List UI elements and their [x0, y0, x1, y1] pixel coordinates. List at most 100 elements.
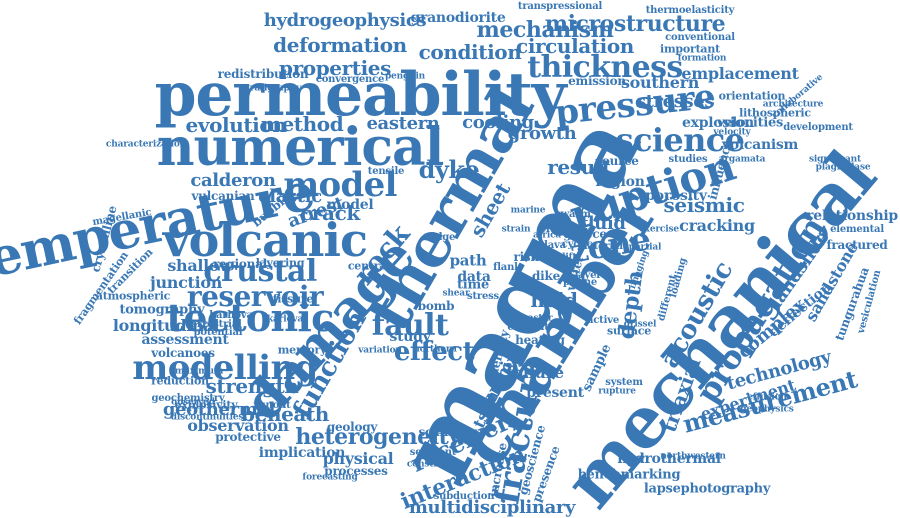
word-subduction: subduction — [433, 491, 495, 502]
word-vulcanian: vulcanian — [191, 189, 255, 203]
word-region: region — [595, 174, 645, 190]
word-tomography: tomography — [119, 302, 205, 318]
word-present: present — [526, 385, 584, 401]
word-circulation: circulation — [516, 34, 634, 58]
word-relationship: relationship — [806, 208, 898, 224]
word-evolution: evolution — [185, 113, 287, 137]
word-eastern: eastern — [366, 113, 440, 134]
word-mechanism: mechanism — [476, 17, 614, 43]
word-partial: partial — [628, 242, 662, 253]
word-shallow: shallow — [167, 256, 233, 275]
word-reduction: reduction — [151, 374, 209, 388]
word-transpressional: transpressional — [517, 1, 603, 12]
word-science: science — [615, 121, 745, 159]
word-active: active — [587, 315, 619, 326]
word-system: system — [605, 377, 643, 388]
word-source: source — [595, 154, 639, 168]
word-permeability: permeability — [154, 60, 567, 130]
word-cracking: cracking — [679, 216, 755, 235]
word-numerical: numerical — [156, 117, 445, 178]
word-reservoir: reservoir — [186, 280, 324, 313]
word-characterization: characterization — [105, 139, 187, 150]
word-stress: stress — [467, 291, 499, 302]
word-time: time — [457, 277, 489, 293]
word-fissure: fissure — [272, 292, 314, 306]
word-junction: junction — [149, 273, 223, 292]
word-penguin: penguin — [384, 71, 426, 82]
word-effusion: effusion — [747, 392, 787, 403]
word-redistribution: redistribution — [217, 67, 309, 81]
word-properties: properties — [279, 56, 391, 80]
word-multidisciplinary: multidisciplinary — [408, 497, 576, 518]
word-granodiorite: granodiorite — [410, 10, 506, 26]
word-longitudinal: longitudinal — [112, 316, 220, 335]
word-hydrogeophysics: hydrogeophysics — [263, 10, 427, 31]
word-data: data — [457, 269, 491, 285]
word-crack: crack — [300, 201, 360, 225]
word-karhova: karhova — [209, 310, 253, 321]
word-southern: southern — [620, 73, 700, 92]
word-seismic: seismic — [663, 193, 745, 217]
word-shear: shear — [442, 288, 470, 299]
word-grissel: grissel — [623, 319, 657, 330]
word-cooling: cooling — [462, 112, 534, 133]
word-risk: risk — [513, 250, 539, 264]
word-terrestrial: terrestrial — [186, 319, 242, 330]
word-explosion: explosion — [682, 115, 754, 131]
word-lapsephotography: lapsephotography — [643, 481, 771, 497]
word-strength: strength — [205, 374, 299, 398]
word-path: path — [449, 251, 487, 270]
word-failure: failure — [506, 363, 564, 382]
word-method: method — [260, 112, 344, 136]
word-tensile: tensile — [367, 166, 405, 177]
word-microstructure: microstructure — [544, 11, 726, 37]
word-layering: layering — [255, 256, 305, 270]
word-disaster: disaster — [513, 313, 553, 324]
word-surface: surface — [606, 324, 652, 338]
word-lithospheric: lithospheric — [739, 106, 811, 120]
word-implication: implication — [258, 445, 346, 461]
word-effect: effect — [393, 337, 475, 367]
word-sill: sill — [520, 280, 536, 291]
word-geology: geology — [326, 420, 378, 434]
word-heterogeneity: heterogeneity — [295, 424, 461, 450]
word-volcanic: volcanic — [162, 213, 368, 267]
word-tectonic: tectonic — [166, 295, 335, 340]
word-hydrothermal: hydrothermal — [617, 451, 721, 467]
word-orientation: orientation — [718, 89, 786, 103]
word-layer: layer — [574, 270, 602, 281]
word-porosity: porosity — [645, 188, 707, 204]
word-uplift: uplift — [549, 252, 577, 263]
word-geothermal: geothermal — [162, 399, 276, 420]
word-cyclic: cyclic — [561, 239, 593, 250]
word-study: study — [389, 329, 431, 345]
word-physical: physical — [322, 449, 394, 468]
word-regional: regional — [212, 257, 268, 271]
word-creep: creep — [539, 224, 571, 235]
word-fluid: fluid — [580, 213, 626, 234]
word-ridge: ridge — [426, 232, 456, 243]
word-discontinuities: discontinuities — [170, 412, 244, 423]
word-stresses: stresses — [635, 91, 715, 112]
word-elastic: elastic — [258, 186, 322, 207]
word-observed: observed — [171, 397, 215, 408]
word-calderon: calderon — [190, 170, 276, 191]
word-modelling: modelling — [132, 348, 318, 388]
word-held: held — [530, 288, 578, 312]
word-heating: heating — [515, 333, 565, 347]
word-emplacement: emplacement — [681, 64, 799, 83]
word-volcanoes: volcanoes — [151, 346, 215, 360]
word-fractured: fractured — [826, 238, 888, 252]
word-material: material — [577, 241, 623, 252]
word-architecture: architecture — [762, 99, 824, 110]
word-karlova: karlova — [266, 314, 304, 325]
word-segment: segment — [409, 447, 457, 458]
word-protective: protective — [215, 430, 281, 444]
word-potential: potential — [193, 327, 243, 338]
word-geochemistry: geochemistry — [151, 393, 225, 404]
word-model: model — [283, 165, 397, 205]
word-crustal: crustal — [203, 254, 317, 289]
word-atmospheric: atmospheric — [95, 289, 171, 303]
word-beneath: beneath — [241, 402, 329, 426]
